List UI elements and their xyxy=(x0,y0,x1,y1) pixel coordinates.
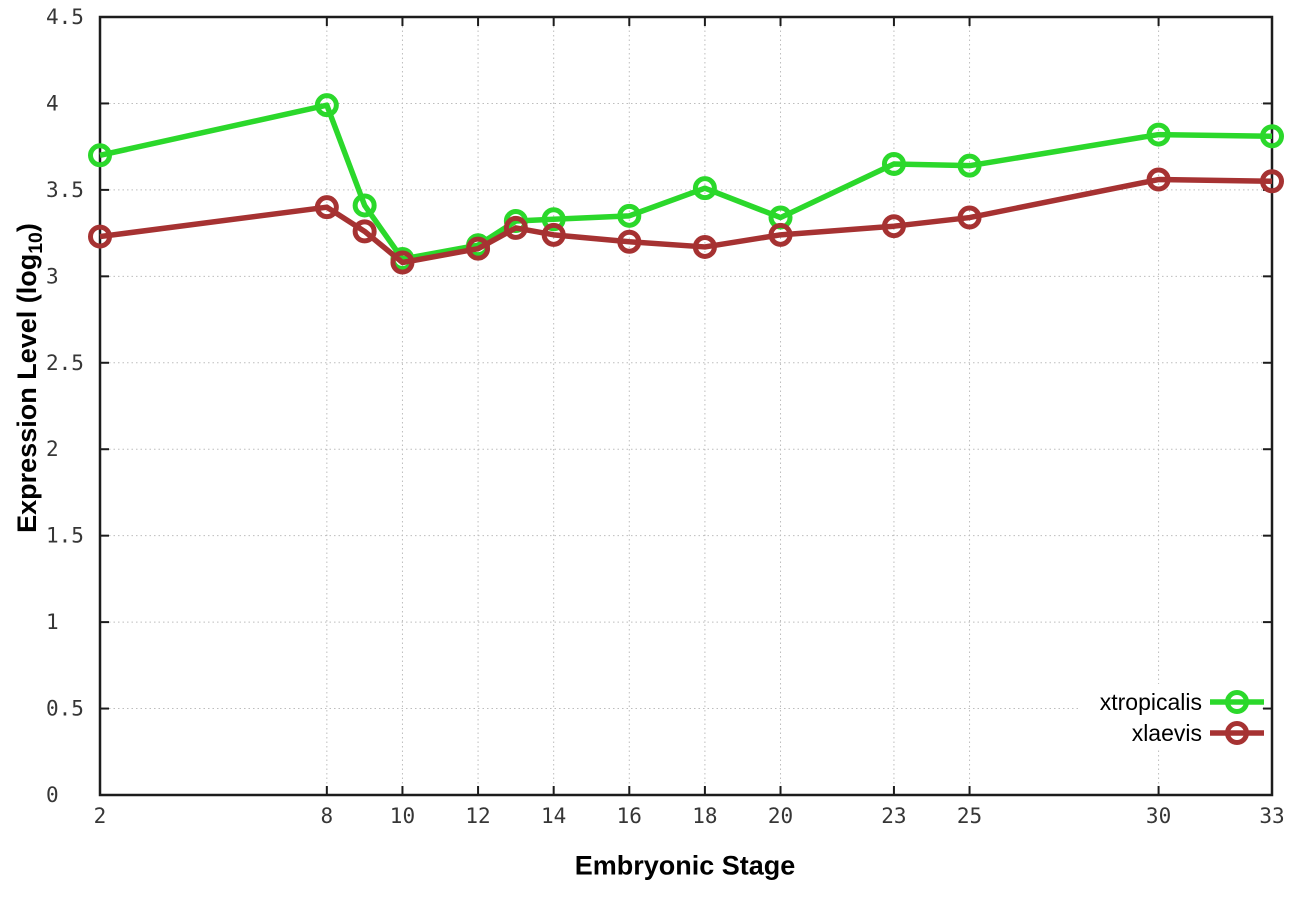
x-tick-label: 30 xyxy=(1146,804,1171,828)
data-point-xtropicalis xyxy=(881,151,906,176)
data-point-xlaevis xyxy=(466,236,491,261)
x-tick-label: 2 xyxy=(94,804,107,828)
data-point-xlaevis xyxy=(617,229,642,254)
y-axis-title-subscript: 10 xyxy=(25,232,48,254)
y-tick-label: 3 xyxy=(46,264,59,288)
legend-label-xtropicalis: xtropicalis xyxy=(1100,689,1202,715)
data-point-xlaevis xyxy=(314,195,339,220)
data-point-xlaevis xyxy=(541,222,566,247)
x-tick-label: 14 xyxy=(541,804,566,828)
data-point-xlaevis xyxy=(1260,169,1284,194)
series-line-xlaevis xyxy=(99,176,1273,266)
x-axis-title: Embryonic Stage xyxy=(574,850,796,881)
y-axis-title-close-paren: ) xyxy=(11,223,42,233)
y-tick-label: 2.5 xyxy=(46,351,84,375)
x-tick-label: 33 xyxy=(1259,804,1284,828)
legend-label-xlaevis: xlaevis xyxy=(1132,720,1202,746)
series-line-xtropicalis xyxy=(99,102,1273,262)
y-tick-label: 3.5 xyxy=(46,178,84,202)
data-point-xtropicalis xyxy=(314,93,339,118)
data-point-xtropicalis xyxy=(352,193,377,218)
legend-marker-xlaevis xyxy=(1225,721,1249,745)
y-tick-label: 4 xyxy=(46,91,59,115)
x-tick-label: 18 xyxy=(692,804,717,828)
data-point-xtropicalis xyxy=(957,153,982,178)
y-axis-title-text: Expression Level (log xyxy=(11,253,42,533)
y-tick-label: 2 xyxy=(46,437,59,461)
x-tick-label: 20 xyxy=(768,804,793,828)
data-point-xlaevis xyxy=(390,250,415,275)
data-point-xlaevis xyxy=(768,222,793,247)
x-tick-label: 12 xyxy=(465,804,490,828)
data-point-xlaevis xyxy=(352,219,377,244)
x-tick-label: 25 xyxy=(957,804,982,828)
x-tick-label: 23 xyxy=(881,804,906,828)
data-point-xlaevis xyxy=(881,214,906,239)
y-axis-title: Expression Level (log10) xyxy=(12,223,48,533)
x-tick-label: 16 xyxy=(617,804,642,828)
data-point-xlaevis xyxy=(692,234,717,259)
x-tick-label: 10 xyxy=(390,804,415,828)
data-point-xtropicalis xyxy=(1260,124,1284,149)
x-tick-label: 8 xyxy=(321,804,334,828)
data-point-xlaevis xyxy=(503,215,528,240)
y-tick-label: 4.5 xyxy=(46,5,84,29)
data-point-xlaevis xyxy=(1146,167,1171,192)
data-point-xtropicalis xyxy=(541,207,566,232)
plot-border xyxy=(98,15,1274,797)
legend-marker-xtropicalis xyxy=(1225,690,1249,714)
data-point-xtropicalis xyxy=(617,203,642,228)
data-point-xtropicalis xyxy=(1146,122,1171,147)
data-point-xlaevis xyxy=(88,224,112,249)
y-tick-label: 0.5 xyxy=(46,697,84,721)
data-point-xtropicalis xyxy=(88,143,112,168)
y-tick-label: 1.5 xyxy=(46,524,84,548)
y-tick-label: 0 xyxy=(46,783,59,807)
data-point-xlaevis xyxy=(957,205,982,230)
data-point-xtropicalis xyxy=(692,176,717,201)
y-tick-label: 1 xyxy=(46,610,59,634)
